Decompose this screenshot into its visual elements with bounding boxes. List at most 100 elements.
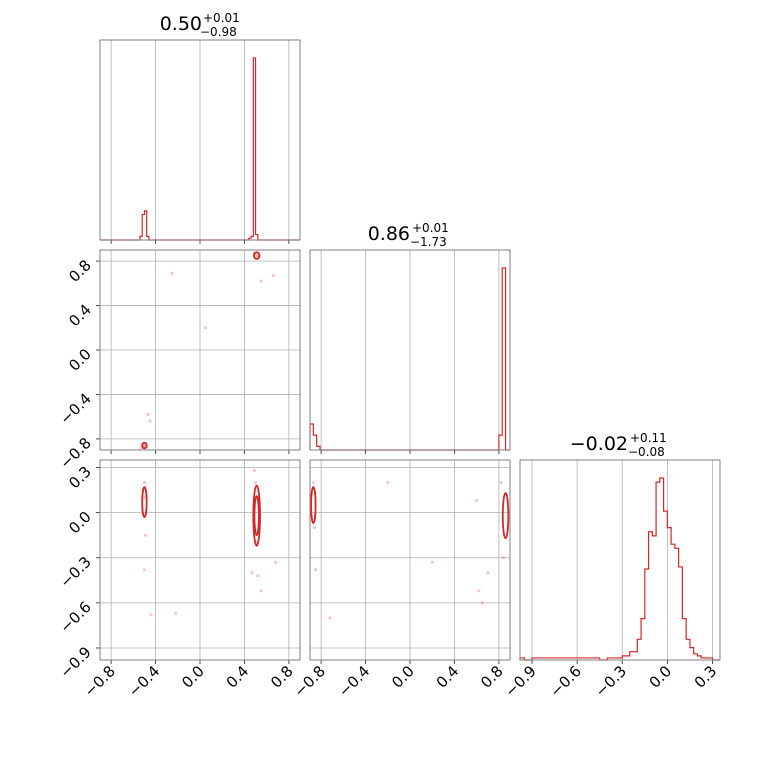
scatter-point xyxy=(253,480,258,485)
tick-label: −0.6 xyxy=(56,598,94,636)
tick-label: 0.4 xyxy=(433,662,463,692)
contours xyxy=(141,484,261,547)
contours xyxy=(141,251,261,450)
tick-label: −0.4 xyxy=(335,662,373,700)
title-p1-minus: −1.73 xyxy=(410,235,447,249)
scatter-point xyxy=(271,273,275,278)
title-p0-median: 0.50 xyxy=(160,13,202,35)
tick-label: 0.8 xyxy=(65,256,95,286)
tick-label: 0.0 xyxy=(65,345,95,375)
tick-label: −0.9 xyxy=(56,643,94,681)
tick-label: 0.4 xyxy=(223,662,253,692)
tick-label: −0.4 xyxy=(56,390,94,428)
grid-lines xyxy=(310,460,510,660)
contour-level xyxy=(310,486,317,525)
panel-frame xyxy=(99,39,301,241)
scatter-points xyxy=(311,480,505,620)
scatter-point xyxy=(252,468,257,473)
scatter-point xyxy=(203,326,208,330)
contours xyxy=(310,486,510,540)
panel-scatter-p0-p1: −0.8 −0.4 0.0 0.4 0.8 xyxy=(56,249,301,472)
contour-level xyxy=(252,484,261,547)
scatter-point xyxy=(311,480,315,485)
panel-frame xyxy=(519,459,721,661)
scatter-point xyxy=(142,495,147,500)
panel-hist-p2: −0.9 −0.6 −0.3 0.0 0.3 −0.02 +0.11 −0.08 xyxy=(501,431,721,701)
scatter-point xyxy=(173,611,178,615)
tick-label: 0.4 xyxy=(65,301,95,331)
tick-label: −0.8 xyxy=(290,662,328,700)
title-p2-plus: +0.11 xyxy=(630,431,667,445)
scatter-point xyxy=(259,589,263,593)
scatter-point xyxy=(486,571,490,575)
x-ticks: −0.8 −0.4 0.0 0.4 0.8 xyxy=(80,660,297,701)
scatter-point xyxy=(477,589,481,593)
scatter-point xyxy=(475,499,479,503)
scatter-points xyxy=(139,251,275,450)
scatter-points xyxy=(142,468,278,617)
scatter-point xyxy=(499,480,503,485)
tick-label: −0.3 xyxy=(592,662,630,700)
title-p1-plus: +0.01 xyxy=(412,221,449,235)
tick-label: −0.4 xyxy=(125,662,163,700)
panel-scatter-p1-p2: −0.8 −0.4 0.0 0.4 0.8 xyxy=(290,459,511,701)
scatter-point xyxy=(480,601,484,605)
tick-label: 0.0 xyxy=(178,662,208,692)
x-ticks xyxy=(110,450,290,454)
contour-level xyxy=(141,441,148,450)
scatter-point xyxy=(273,560,278,564)
panel-hist-p1: 0.86 +0.01 −1.73 xyxy=(309,221,511,454)
x-ticks xyxy=(110,240,290,244)
contour-level xyxy=(253,495,260,537)
tick-label: 0.0 xyxy=(65,508,95,538)
panel-scatter-p0-p2: −0.8 −0.4 0.0 0.4 0.8 −0.9−0.6−0.30.00.3 xyxy=(56,459,301,701)
tick-label: −0.3 xyxy=(56,553,94,591)
scatter-point xyxy=(142,568,147,572)
grid-lines xyxy=(110,40,290,240)
scatter-point xyxy=(501,556,505,560)
scatter-point xyxy=(256,574,260,578)
x-ticks xyxy=(320,450,500,454)
panel-frame xyxy=(309,249,511,451)
panel-frame xyxy=(99,459,301,661)
scatter-point xyxy=(142,480,147,485)
scatter-point xyxy=(386,480,390,485)
y-ticks: −0.9−0.6−0.30.00.3 xyxy=(56,463,100,682)
scatter-point xyxy=(170,271,174,275)
scatter-point xyxy=(312,526,317,530)
scatter-point xyxy=(259,279,263,283)
title-p1-median: 0.86 xyxy=(368,223,410,245)
scatter-point xyxy=(328,616,332,620)
tick-label: −0.8 xyxy=(80,662,118,700)
tick-label: −0.6 xyxy=(546,662,584,700)
scatter-point xyxy=(430,560,434,564)
tick-label: 0.0 xyxy=(388,662,418,692)
tick-label: −0.9 xyxy=(501,662,539,700)
tick-label: −0.8 xyxy=(56,434,94,472)
scatter-point xyxy=(250,571,254,575)
y-ticks: −0.8 −0.4 0.0 0.4 0.8 xyxy=(56,256,100,472)
scatter-point xyxy=(313,568,318,572)
x-ticks: −0.9 −0.6 −0.3 0.0 0.3 xyxy=(501,660,720,701)
scatter-point xyxy=(149,613,153,617)
contour-level xyxy=(252,251,261,260)
scatter-point xyxy=(148,419,152,423)
scatter-point xyxy=(143,533,148,537)
grid-lines xyxy=(320,250,500,450)
histogram-p2 xyxy=(519,477,720,661)
grid-lines xyxy=(531,460,713,660)
panel-hist-p0: 0.50 +0.01 −0.98 xyxy=(99,11,301,244)
panel-frame xyxy=(99,249,301,451)
title-p0-plus: +0.01 xyxy=(203,11,240,25)
grid-lines xyxy=(100,250,300,450)
x-ticks: −0.8 −0.4 0.0 0.4 0.8 xyxy=(290,660,507,701)
title-p0-minus: −0.98 xyxy=(200,25,237,39)
panel-frame xyxy=(309,459,511,661)
grid-lines xyxy=(100,460,300,660)
contour-level xyxy=(141,486,148,519)
contour-level xyxy=(501,492,510,540)
tick-label: 0.3 xyxy=(691,662,721,692)
tick-label: 0.0 xyxy=(646,662,676,692)
title-p2-minus: −0.08 xyxy=(628,445,665,459)
